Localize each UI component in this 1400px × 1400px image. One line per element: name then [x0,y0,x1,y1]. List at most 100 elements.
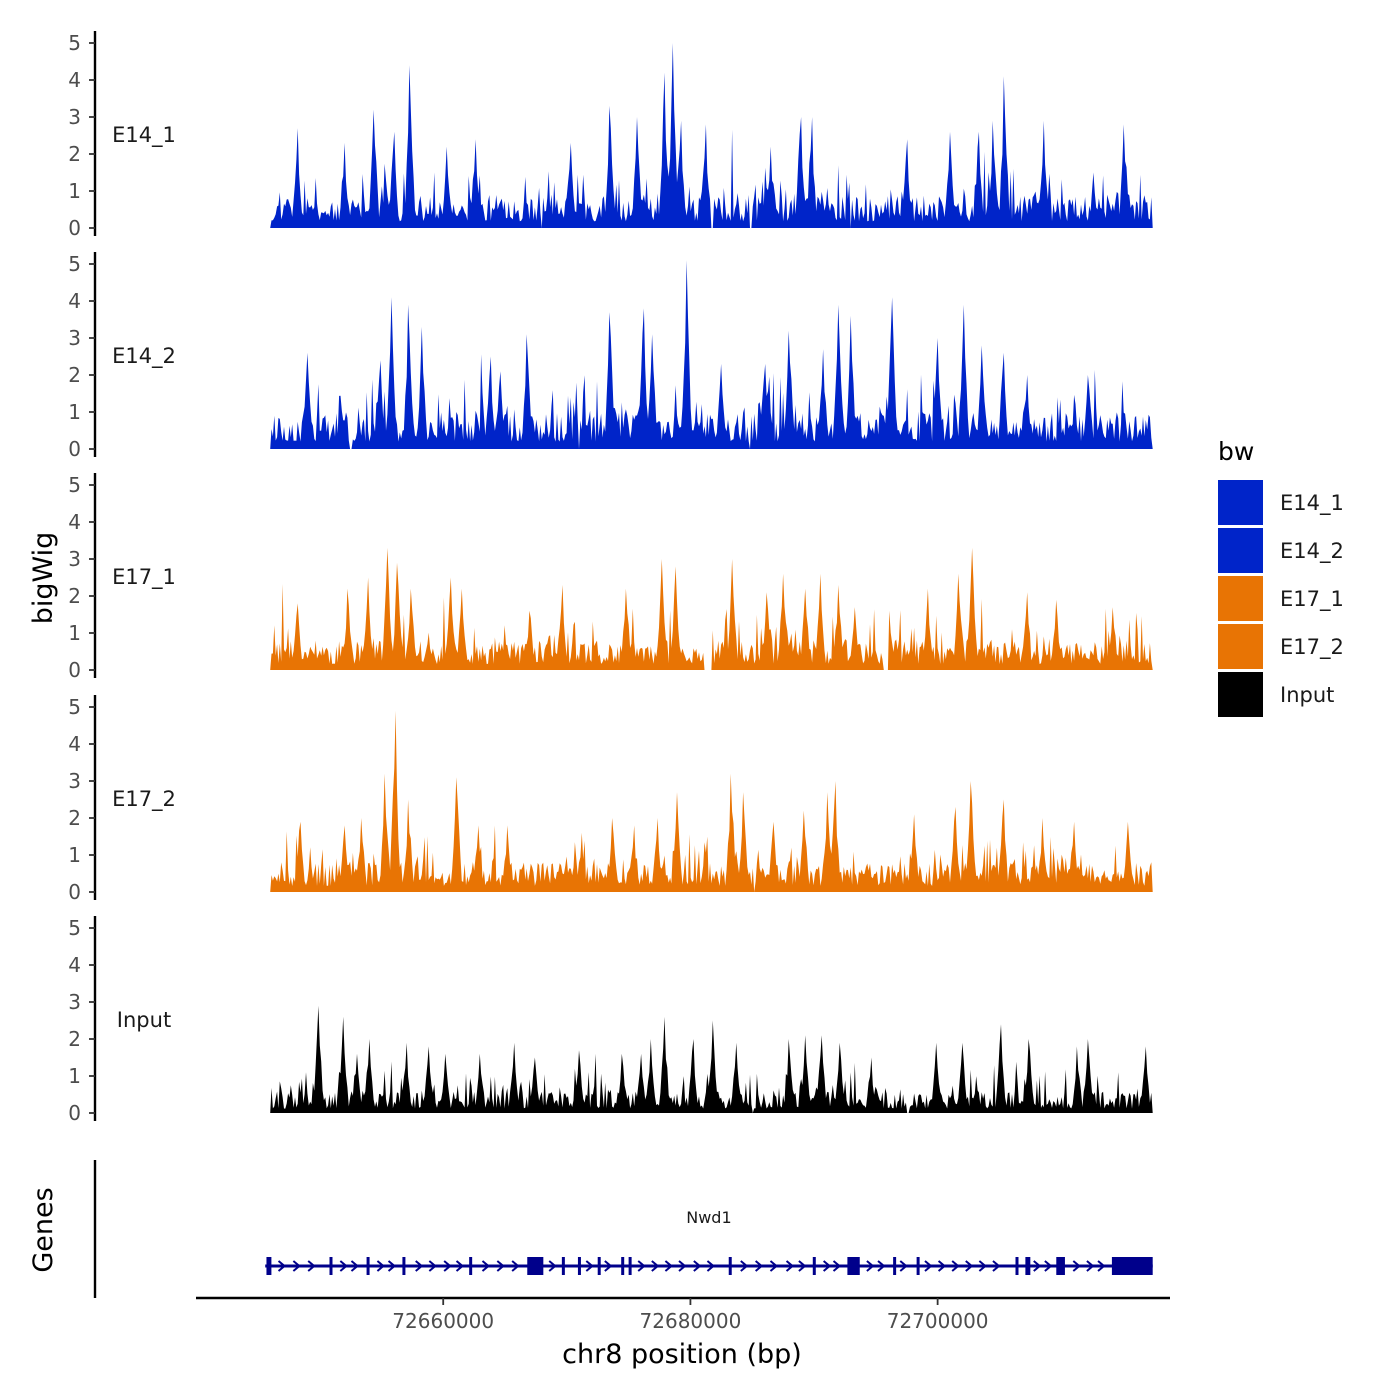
strand-arrow [548,1260,557,1272]
strand-arrow [664,1260,673,1272]
coverage-tracks: 0 1 2 3 4 5 E14_1 0 1 2 3 4 5 E14_2 0 1 2 3 4 5 E17_1 0 1 2 3 4 5 E… [68,31,1153,1125]
y-tick-label: 4 [68,289,81,313]
gene-exon [469,1257,473,1275]
gene-exon [329,1257,333,1275]
strand-arrow [798,1260,807,1272]
y-tick-label: 3 [68,105,81,129]
legend-swatch-E14_1 [1218,480,1263,525]
gene-exon [621,1257,625,1275]
legend-label-Input: Input [1280,683,1334,707]
strand-arrow [481,1260,491,1272]
y-tick-label: 5 [68,473,81,497]
strand-arrow [604,1260,613,1272]
gene-exon [366,1257,370,1275]
strand-arrow [978,1260,987,1272]
gene-exon [1015,1257,1019,1275]
legend-title: bw [1218,437,1254,466]
y-tick-label: 0 [68,437,81,461]
y-tick-label: 2 [68,806,81,830]
strand-arrow [785,1260,795,1272]
strand-arrow [339,1260,348,1272]
gene-exon [266,1257,272,1275]
x-axis-title: chr8 position (bp) [562,1339,802,1370]
gene-exon [561,1257,565,1275]
strand-arrow [292,1260,301,1272]
strand-arrow [496,1260,505,1272]
coverage-area-E14_1 [270,43,1153,228]
strand-arrow [832,1260,842,1272]
x-axis: 72660000 72680000 72700000 [196,1296,1170,1333]
y-tick-label: 3 [68,990,81,1014]
strand-arrow [277,1260,287,1272]
y-tick-label: 1 [68,621,81,645]
y-tick-label: 2 [68,584,81,608]
y-axis-title: bigWig [28,532,59,625]
strand-arrow [1086,1260,1095,1272]
gene-exon [728,1257,732,1275]
x-tick-label: 72680000 [640,1309,742,1333]
strand-arrow [769,1260,779,1272]
gene-name-label: Nwd1 [686,1208,731,1227]
gene-exon [812,1257,816,1275]
y-tick-label: 1 [68,179,81,203]
y-tick-label: 1 [68,400,81,424]
strand-arrow [1097,1260,1106,1272]
legend-swatch-E17_1 [1218,576,1263,621]
legend-label-E14_1: E14_1 [1280,491,1344,516]
gene-annotation-panel: Nwd1 [93,1160,1153,1298]
strand-arrow [651,1260,660,1272]
coverage-area-E14_2 [270,260,1153,449]
strand-arrow [693,1260,702,1272]
strand-arrow [585,1260,594,1272]
strand-arrow [443,1260,452,1272]
strand-arrow [1072,1260,1081,1272]
y-tick-label: 0 [68,658,81,682]
genes-axis-title: Genes [28,1187,59,1272]
legend-label-E17_2: E17_2 [1280,635,1344,660]
gene-exon [577,1257,581,1275]
y-tick-label: 3 [68,769,81,793]
y-tick-label: 5 [68,252,81,276]
y-tick-label: 4 [68,510,81,534]
legend-label-E14_2: E14_2 [1280,539,1344,564]
gene-exon [628,1257,632,1275]
strand-arrow [1033,1260,1042,1272]
track-label: E14_2 [112,344,176,369]
legend-swatch-E14_2 [1218,528,1263,573]
strand-arrow [706,1260,715,1272]
gene-exon [893,1257,897,1275]
legend-swatch-Input [1218,672,1263,717]
strand-arrow [877,1260,886,1272]
y-tick-label: 4 [68,953,81,977]
strand-arrow [678,1260,687,1272]
strand-arrow [415,1260,424,1272]
strand-arrow [307,1260,316,1272]
y-tick-label: 3 [68,326,81,350]
gene-exon [402,1257,406,1275]
coverage-area-E17_1 [270,547,1153,670]
track-E17_2: 0 1 2 3 4 5 E17_2 [68,695,1153,904]
y-tick-label: 4 [68,68,81,92]
y-tick-label: 2 [68,1027,81,1051]
strand-arrow [754,1260,764,1272]
strand-arrow [899,1260,908,1272]
coverage-area-E17_2 [270,710,1153,892]
y-tick-label: 2 [68,363,81,387]
y-tick-label: 0 [68,216,81,240]
strand-arrow [350,1260,360,1272]
track-label: Input [117,1008,171,1032]
legend: bw E14_1 E14_2 E17_1 E17_2 Input [1218,437,1344,717]
legend-label-E17_1: E17_1 [1280,587,1344,612]
strand-arrow [387,1260,397,1272]
track-E14_2: 0 1 2 3 4 5 E14_2 [68,252,1153,461]
y-tick-label: 5 [68,916,81,940]
strand-arrow [866,1260,875,1272]
strand-arrow [511,1260,520,1272]
y-tick-label: 1 [68,843,81,867]
strand-arrow [740,1260,749,1272]
y-tick-label: 0 [68,1101,81,1125]
track-E14_1: 0 1 2 3 4 5 E14_1 [68,31,1153,240]
gene-exon [847,1257,860,1275]
gene-exon [1111,1257,1153,1275]
